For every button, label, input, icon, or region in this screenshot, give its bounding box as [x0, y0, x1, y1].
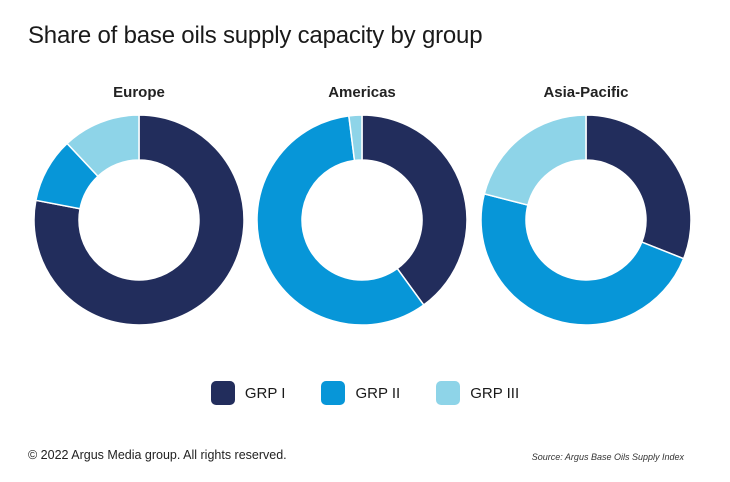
slice-americas-grp-iii [348, 114, 363, 162]
legend-label-grp-i: GRP I [244, 384, 286, 402]
legend: GRP I GRP II GRP III [0, 381, 730, 405]
legend-label-grp-ii: GRP II [355, 384, 401, 402]
slice-asia-pacific-grp-ii [480, 192, 685, 326]
panel-title-asia-pacific: Asia-Pacific [543, 84, 629, 101]
legend-swatch-grp-ii [321, 381, 346, 405]
chart-title: Share of base oils supply capacity by gr… [28, 22, 483, 49]
panel-title-americas: Americas [328, 84, 396, 101]
donut-americas [256, 114, 468, 326]
slice-americas-grp-ii [256, 114, 425, 326]
slice-europe-grp-i [33, 114, 245, 326]
legend-item-grp-ii: GRP II [321, 381, 400, 405]
legend-item-grp-i: GRP I [210, 381, 286, 405]
legend-label-grp-iii: GRP III [470, 384, 520, 402]
slice-americas-grp-i [361, 114, 468, 306]
donut-europe [33, 114, 245, 326]
slice-asia-pacific-grp-iii [483, 114, 587, 206]
legend-swatch-grp-i [210, 381, 235, 405]
legend-swatch-grp-iii [436, 381, 461, 405]
legend-item-grp-iii: GRP III [436, 381, 519, 405]
slice-asia-pacific-grp-i [585, 114, 692, 260]
panel-title-europe: Europe [113, 84, 165, 101]
donut-asia-pacific [480, 114, 692, 326]
copyright-text: © 2022 Argus Media group. All rights res… [28, 448, 287, 462]
slice-europe-grp-iii [66, 114, 140, 178]
source-note: Source: Argus Base Oils Supply Index [531, 452, 684, 462]
